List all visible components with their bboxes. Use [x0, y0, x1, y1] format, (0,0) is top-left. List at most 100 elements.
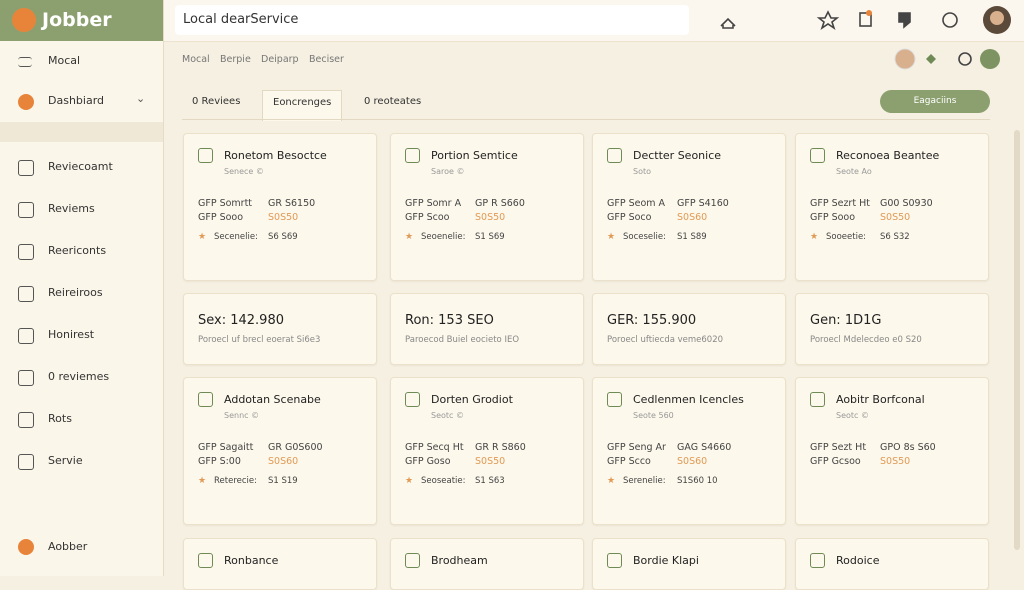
card-subtitle: Seotc © — [431, 411, 464, 420]
card-label: GFP Scco — [607, 456, 651, 467]
rating-icon: ★ — [198, 476, 207, 486]
rating-icon: ★ — [405, 476, 414, 486]
card-subtitle: Seotc © — [836, 411, 869, 420]
tab[interactable]: 0 reoteates — [364, 96, 422, 107]
tab[interactable]: Eoncrenges — [262, 90, 343, 121]
card-value: GFP S4160 — [677, 198, 729, 209]
toolbar-icons — [720, 6, 1011, 70]
sidebar-icon — [18, 412, 34, 428]
service-card[interactable]: Ronbance — [183, 538, 377, 590]
breadcrumb-item[interactable]: Deiparp — [261, 54, 299, 65]
breadcrumb-item[interactable]: Berpie — [220, 54, 251, 65]
card-value: G00 S0930 — [880, 198, 933, 209]
stat-card[interactable]: Gen: 1D1G Poroecl Mdelecdeo e0 S20 — [795, 293, 989, 365]
tab[interactable]: 0 Reviees — [192, 96, 241, 107]
service-card[interactable]: Reconoea Beantee Seote Ao GFP Sezrt Ht G00 … — [795, 133, 989, 281]
edit-button[interactable] — [980, 49, 1000, 69]
stat-value: Sex: 142.980 — [198, 313, 284, 328]
card-subtitle: Saroe © — [431, 167, 465, 176]
stat-card[interactable]: Sex: 142.980 Poroecl uf brecl eoerat Si6e… — [183, 293, 377, 365]
logo[interactable]: Jobber — [0, 0, 163, 41]
card-title: Cedlenmen Icencles — [633, 393, 744, 406]
search-input[interactable]: Local dearService — [175, 5, 689, 35]
puzzle-icon[interactable] — [926, 54, 936, 64]
sidebar-item[interactable]: Servie — [48, 454, 83, 467]
stat-card[interactable]: Ron: 153 SEO Paroecod Buiel eocieto IEO — [390, 293, 584, 365]
sidebar-icon — [18, 94, 34, 110]
logo-text: Jobber — [42, 9, 112, 31]
sidebar-item[interactable]: Honirest — [48, 328, 95, 341]
card-icon — [607, 148, 622, 163]
sidebar-item[interactable]: Reviecoamt — [48, 160, 113, 173]
card-label: GFP Scoo — [405, 212, 450, 223]
card-subtitle: Seote 560 — [633, 411, 674, 420]
card-label: GFP S:00 — [198, 456, 241, 467]
card-title: Rodoice — [836, 554, 880, 567]
sidebar-item[interactable]: Rots — [48, 412, 72, 425]
card-value: S0S60 — [677, 212, 708, 223]
rating-value: S1 S69 — [475, 232, 505, 242]
action-button[interactable]: Eagaciins — [880, 90, 990, 113]
card-value: GR G0S600 — [268, 442, 323, 453]
card-icon — [607, 392, 622, 407]
service-card[interactable]: Ronetom Besoctce Senece © GFP Somrtt GR S61… — [183, 133, 377, 281]
rating-label: Reterecie: — [214, 476, 257, 486]
clock-icon[interactable] — [958, 52, 972, 66]
service-card[interactable]: Portion Semtice Saroe © GFP Somr A GP R S66… — [390, 133, 584, 281]
chat-icon[interactable] — [898, 12, 911, 29]
settings-icon[interactable] — [942, 12, 958, 28]
chevron[interactable]: ⌄ — [136, 92, 146, 105]
service-card[interactable]: Cedlenmen Icencles Seote 560 GFP Seng Ar GA… — [592, 377, 786, 525]
sidebar-highlight — [0, 122, 163, 142]
card-label: GFP Sooo — [810, 212, 856, 223]
card-title: Portion Semtice — [431, 149, 518, 162]
sidebar-icon — [18, 539, 34, 555]
home-icon[interactable] — [720, 17, 736, 29]
breadcrumb-item[interactable]: Mocal — [182, 54, 210, 65]
card-value: S0S50 — [475, 212, 506, 223]
card-value: S0S50 — [880, 212, 911, 223]
service-card[interactable]: Dectter Seonice Soto GFP Seom A GFP S4160 GF… — [592, 133, 786, 281]
sidebar-item[interactable]: Aobber — [48, 540, 88, 553]
card-icon — [405, 148, 420, 163]
rating-label: Seoseatie: — [421, 476, 466, 486]
service-card[interactable]: Addotan Scenabe Sennc © GFP Sagaitt GR G0S6… — [183, 377, 377, 525]
card-value: GPO 8s S60 — [880, 442, 936, 453]
rating-value: S1S60 10 — [677, 476, 718, 486]
card-subtitle: Senece © — [224, 167, 264, 176]
rating-value: S1 S89 — [677, 232, 707, 242]
card-value: GAG S4660 — [677, 442, 732, 453]
sidebar-item[interactable]: Dashbiard — [48, 94, 105, 107]
service-card[interactable]: Aobitr Borfconal Seotc © GFP Sezt Ht GPO 8s… — [795, 377, 989, 525]
star-icon[interactable] — [816, 10, 840, 30]
sidebar-icon — [18, 328, 34, 344]
sidebar-icon — [18, 454, 34, 470]
stat-card[interactable]: GER: 155.900 Poroecl uftiecda veme6020 — [592, 293, 786, 365]
service-card[interactable]: Rodoice — [795, 538, 989, 590]
stat-caption: Paroecod Buiel eocieto IEO — [405, 335, 520, 345]
sidebar-item[interactable]: 0 reviemes — [48, 370, 110, 383]
doc-icon[interactable] — [859, 12, 872, 27]
card-icon — [405, 553, 420, 568]
rating-label: Serenelie: — [623, 476, 666, 486]
service-card[interactable]: Brodheam — [390, 538, 584, 590]
card-icon — [405, 392, 420, 407]
card-label: GFP Gcsoo — [810, 456, 861, 467]
service-card[interactable]: Bordie Klapi — [592, 538, 786, 590]
sidebar-icon — [18, 286, 34, 302]
card-icon — [198, 553, 213, 568]
card-value: S0S50 — [880, 456, 911, 467]
service-card[interactable]: Dorten Grodiot Seotc © GFP Secq Ht GR R S86… — [390, 377, 584, 525]
rating-icon: ★ — [198, 232, 207, 242]
sidebar-item[interactable]: Mocal — [48, 54, 81, 67]
sidebar-item[interactable]: Reericonts — [48, 244, 107, 257]
breadcrumb-item[interactable]: Beciser — [309, 54, 344, 65]
rating-value: S6 S32 — [880, 232, 910, 242]
sidebar-item[interactable]: Reireiroos — [48, 286, 103, 299]
card-value: S0S60 — [268, 456, 299, 467]
user-avatar[interactable] — [894, 48, 916, 70]
logo-icon — [12, 8, 36, 32]
sidebar-item[interactable]: Reviems — [48, 202, 95, 215]
card-value: S0S60 — [677, 456, 708, 467]
